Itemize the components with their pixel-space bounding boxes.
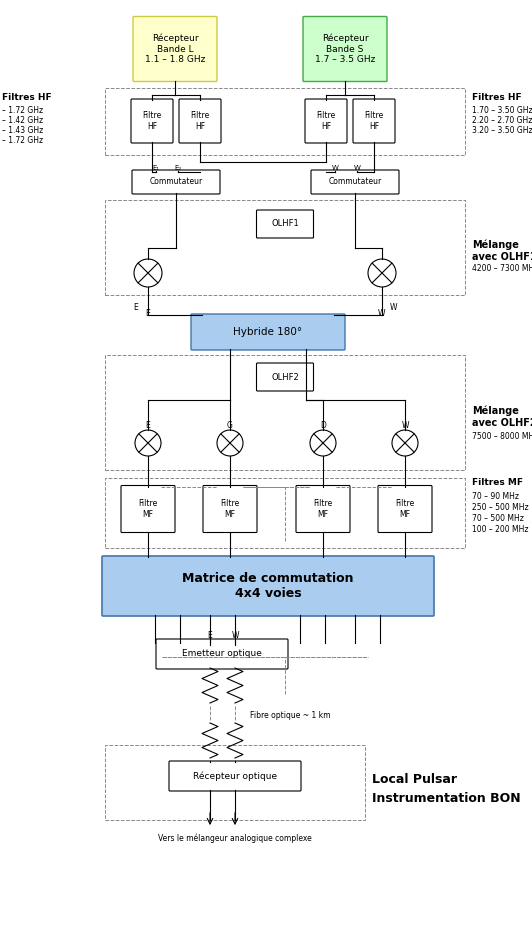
FancyBboxPatch shape [303,17,387,82]
Text: Filtre
MF: Filtre MF [313,499,332,519]
Bar [105,200,465,295]
FancyBboxPatch shape [311,170,399,194]
Text: Filtre
HF: Filtre HF [143,112,162,131]
Text: Emetteur optique: Emetteur optique [182,649,262,658]
Text: Récepteur
Bande S
1.7 – 3.5 GHz: Récepteur Bande S 1.7 – 3.5 GHz [315,33,375,64]
Text: Mélange: Mélange [472,405,519,416]
FancyBboxPatch shape [179,99,221,143]
Text: Filtre
MF: Filtre MF [220,499,239,519]
FancyBboxPatch shape [169,761,301,791]
Text: avec OLHF2: avec OLHF2 [472,418,532,428]
Text: Filtre
HF: Filtre HF [190,112,210,131]
Text: Commutateur: Commutateur [149,178,203,187]
Bar [105,745,365,820]
Text: Instrumentation BON: Instrumentation BON [372,792,521,805]
Bar [105,355,465,470]
Text: Filtre
HF: Filtre HF [364,112,384,131]
FancyBboxPatch shape [378,485,432,533]
FancyBboxPatch shape [305,99,347,143]
Text: Mélange: Mélange [472,240,519,250]
FancyBboxPatch shape [191,314,345,350]
FancyBboxPatch shape [132,170,220,194]
Text: avec OLHF1: avec OLHF1 [472,252,532,262]
FancyBboxPatch shape [353,99,395,143]
Text: 70 – 90 MHz: 70 – 90 MHz [472,492,519,501]
Text: E: E [146,421,151,431]
Text: – 1.43 GHz: – 1.43 GHz [2,126,43,135]
FancyBboxPatch shape [203,485,257,533]
Bar [105,478,465,548]
Text: – 1.72 GHz: – 1.72 GHz [2,136,43,145]
Text: 3.20 – 3.50 GHz: 3.20 – 3.50 GHz [472,126,532,135]
Text: Filtres HF: Filtres HF [472,93,521,102]
Text: E: E [146,309,151,317]
Text: Fibre optique ~ 1 km: Fibre optique ~ 1 km [250,711,330,720]
Text: E₁: E₁ [153,165,160,171]
FancyBboxPatch shape [296,485,350,533]
Text: Récepteur optique: Récepteur optique [193,771,277,781]
FancyBboxPatch shape [121,485,175,533]
Text: Hybride 180°: Hybride 180° [234,327,303,337]
Text: 1.70 – 3.50 GHz: 1.70 – 3.50 GHz [472,106,532,115]
Text: 250 – 500 MHz: 250 – 500 MHz [472,503,529,512]
FancyBboxPatch shape [156,639,288,669]
Text: G: G [227,421,233,431]
Text: Matrice de commutation
4x4 voies: Matrice de commutation 4x4 voies [182,572,354,600]
Text: 7500 – 8000 MHz: 7500 – 8000 MHz [472,432,532,441]
Text: W: W [231,631,239,640]
Text: – 1.72 GHz: – 1.72 GHz [2,106,43,115]
Text: W: W [390,303,398,312]
Text: E: E [134,303,138,312]
Text: E₂: E₂ [174,165,181,171]
Text: 100 – 200 MHz: 100 – 200 MHz [472,525,528,534]
FancyBboxPatch shape [256,363,313,391]
Text: Filtre
MF: Filtre MF [395,499,414,519]
Text: OLHF1: OLHF1 [271,219,299,229]
Text: Filtres MF: Filtres MF [472,478,523,487]
Text: D: D [320,421,326,431]
Text: W: W [354,165,361,171]
Text: Local Pulsar: Local Pulsar [372,773,457,786]
Text: W: W [378,309,386,317]
Text: E: E [207,631,212,640]
Text: Commutateur: Commutateur [328,178,381,187]
Text: – 1.42 GHz: – 1.42 GHz [2,116,43,125]
FancyBboxPatch shape [102,556,434,616]
Text: 2.20 – 2.70 GHz: 2.20 – 2.70 GHz [472,116,532,125]
FancyBboxPatch shape [256,210,313,238]
FancyBboxPatch shape [131,99,173,143]
Text: Récepteur
Bande L
1.1 – 1.8 GHz: Récepteur Bande L 1.1 – 1.8 GHz [145,33,205,64]
Text: Vers le mélangeur analogique complexe: Vers le mélangeur analogique complexe [158,833,312,843]
Text: W: W [401,421,409,431]
Text: OLHF2: OLHF2 [271,373,299,381]
Text: Filtre
MF: Filtre MF [138,499,157,519]
Text: Filtres HF: Filtres HF [2,93,52,102]
Bar [105,88,465,155]
Text: W: W [331,165,338,171]
Text: 4200 – 7300 MHz: 4200 – 7300 MHz [472,264,532,273]
Text: 70 – 500 MHz: 70 – 500 MHz [472,514,524,523]
Text: Filtre
HF: Filtre HF [317,112,336,131]
FancyBboxPatch shape [133,17,217,82]
